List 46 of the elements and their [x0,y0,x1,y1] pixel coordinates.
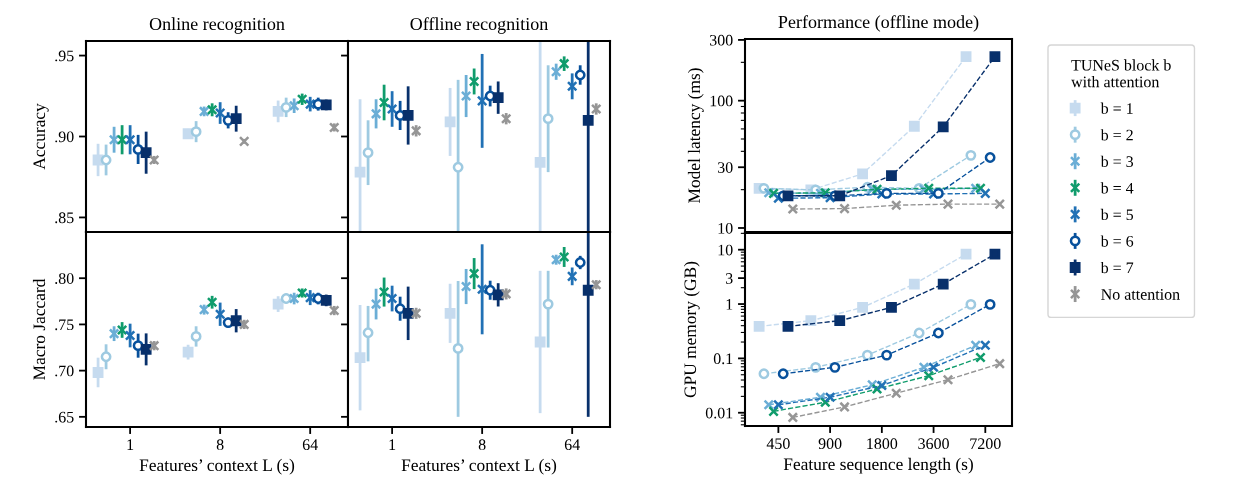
y-tick-label: 0.01 [705,407,733,419]
legend-label: b = 6 [1100,235,1134,247]
x-tick-label: 450 [766,438,790,450]
x-axis-title: Features’ context L (s) [139,458,295,475]
x-tick-label: 1 [127,439,134,450]
y-tick-label: 30 [717,162,733,173]
legend-label: b = 7 [1100,261,1134,274]
legend-title: TUNeS block b with attention [1071,59,1171,88]
y-axis-title: Model latency (ms) [687,68,704,203]
y-tick-label: .65 [55,411,74,423]
x-tick-label: 900 [818,438,842,450]
x-tick-label: 64 [302,439,318,451]
y-axis-title: Macro Jaccard [32,278,46,380]
y-tick-label: .80 [55,273,74,284]
y-tick-label: .85 [55,212,74,224]
y-tick-label: 3 [725,273,733,284]
chart-title: Offline recognition [410,17,549,34]
y-tick-label: 300 [710,34,733,46]
x-tick-label: 8 [478,439,486,451]
legend-label: b = 5 [1100,208,1134,221]
y-tick-label: 10 [718,222,733,234]
x-tick-label: 64 [564,439,580,451]
y-tick-label: .90 [55,131,74,143]
x-tick-label: 1 [389,439,396,450]
y-tick-label: .95 [55,50,74,62]
legend-label: b = 2 [1100,129,1133,141]
y-tick-label: 0.1 [713,353,733,365]
chart-title: Online recognition [149,17,285,34]
x-axis-title: Feature sequence length (s) [783,457,973,474]
x-tick-label: 1800 [867,438,898,450]
y-tick-label: 100 [710,95,733,107]
x-tick-label: 8 [216,439,224,451]
y-tick-label: 10 [718,244,733,256]
y-tick-label: .75 [55,319,74,331]
y-axis-title: Accuracy [33,103,49,170]
chart-title: Performance (offline mode) [778,15,979,32]
legend-label: b = 1 [1100,102,1133,114]
y-tick-label: 1 [726,299,733,310]
legend-label: b = 3 [1100,155,1134,167]
legend-label: b = 4 [1100,182,1134,194]
y-axis-title: GPU memory (GB) [683,261,700,398]
x-tick-label: 7200 [970,438,1001,450]
x-axis-title: Features’ context L (s) [401,458,557,475]
x-tick-label: 3600 [918,438,949,450]
y-tick-label: .70 [55,365,74,377]
legend-label: No attention [1101,289,1180,300]
